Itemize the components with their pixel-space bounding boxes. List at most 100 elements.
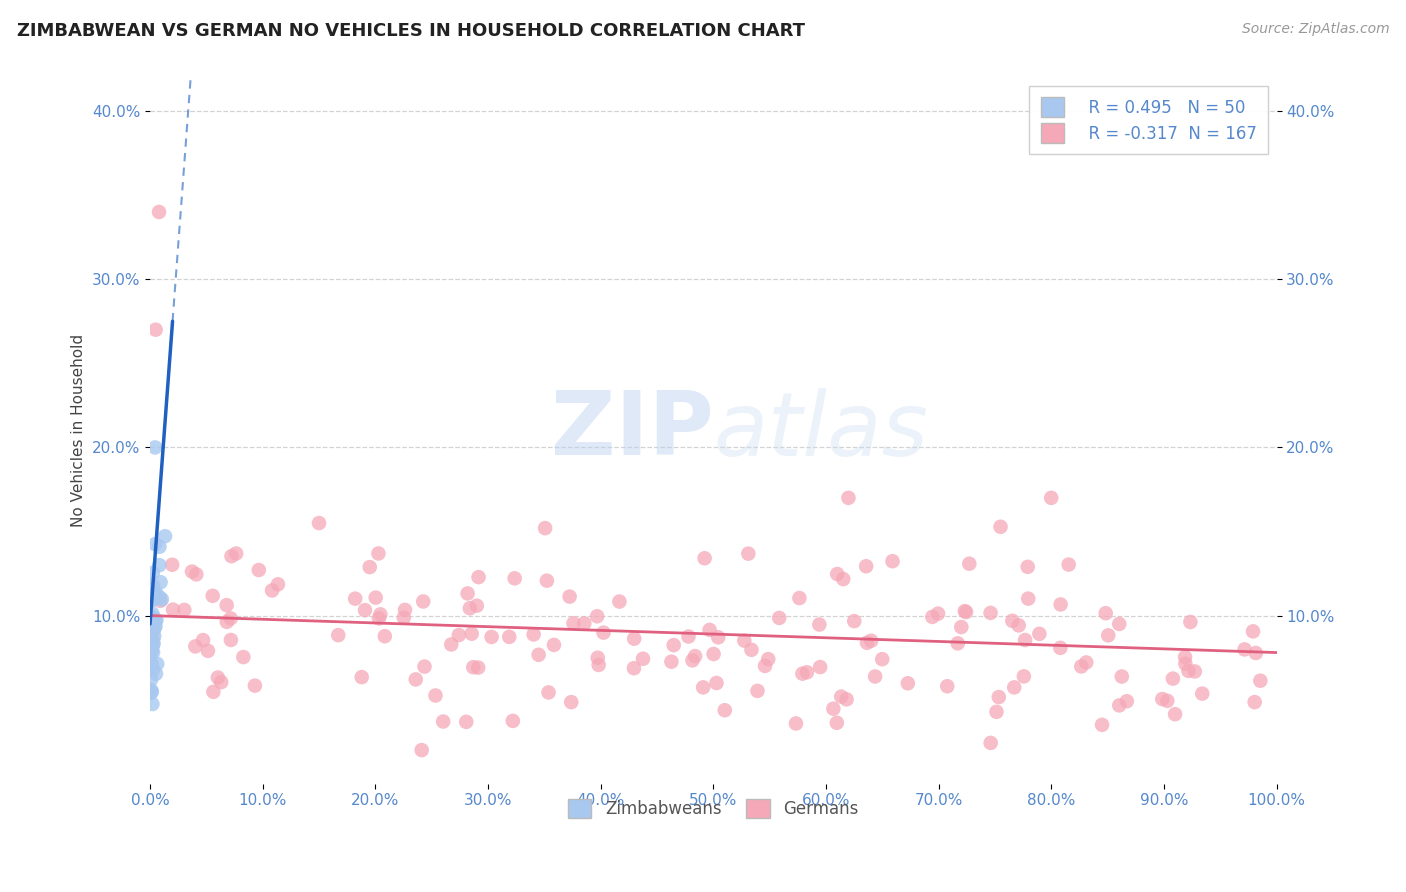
Point	[837, 491, 859, 505]
Point	[792, 666, 814, 681]
Point	[1111, 669, 1133, 683]
Point	[142, 622, 165, 636]
Point	[139, 640, 162, 655]
Point	[1012, 669, 1035, 683]
Point	[796, 665, 818, 680]
Point	[1057, 558, 1080, 572]
Point	[1161, 672, 1184, 686]
Point	[1241, 624, 1264, 639]
Point	[706, 676, 728, 690]
Point	[447, 628, 470, 642]
Point	[367, 611, 389, 625]
Point	[950, 620, 973, 634]
Point	[215, 598, 238, 612]
Point	[143, 591, 166, 605]
Point	[143, 629, 166, 643]
Point	[463, 660, 485, 674]
Point	[432, 714, 454, 729]
Point	[856, 636, 879, 650]
Point	[141, 625, 163, 640]
Point	[662, 638, 685, 652]
Point	[1017, 591, 1039, 606]
Point	[1040, 491, 1063, 505]
Point	[202, 685, 225, 699]
Point	[754, 659, 776, 673]
Point	[232, 650, 254, 665]
Point	[588, 657, 610, 672]
Point	[267, 577, 290, 591]
Point	[142, 632, 165, 646]
Point	[139, 593, 162, 607]
Point	[148, 205, 170, 219]
Point	[661, 655, 683, 669]
Point	[823, 701, 845, 715]
Text: ZIP: ZIP	[551, 387, 713, 474]
Point	[162, 602, 184, 616]
Point	[1049, 640, 1071, 655]
Point	[953, 604, 976, 618]
Point	[145, 619, 167, 633]
Point	[897, 676, 920, 690]
Point	[592, 625, 614, 640]
Point	[1164, 707, 1187, 722]
Point	[467, 570, 489, 584]
Point	[219, 632, 242, 647]
Point	[143, 613, 166, 627]
Point	[703, 647, 725, 661]
Point	[987, 690, 1010, 704]
Point	[139, 683, 162, 698]
Point	[139, 645, 162, 659]
Point	[142, 636, 165, 650]
Point	[1049, 598, 1071, 612]
Point	[543, 638, 565, 652]
Point	[1243, 695, 1265, 709]
Point	[921, 610, 943, 624]
Point	[955, 605, 977, 619]
Point	[678, 630, 700, 644]
Point	[225, 547, 247, 561]
Point	[467, 660, 489, 674]
Point	[173, 603, 195, 617]
Point	[1028, 627, 1050, 641]
Point	[737, 547, 759, 561]
Point	[350, 670, 373, 684]
Point	[425, 689, 447, 703]
Point	[481, 630, 503, 644]
Point	[207, 671, 229, 685]
Point	[980, 736, 1002, 750]
Point	[153, 529, 176, 543]
Point	[186, 567, 208, 582]
Point	[825, 567, 848, 582]
Point	[870, 652, 893, 666]
Point	[682, 653, 704, 667]
Point	[215, 615, 238, 629]
Point	[149, 594, 172, 608]
Point	[1177, 664, 1199, 678]
Point	[1108, 698, 1130, 713]
Point	[586, 650, 609, 665]
Point	[142, 578, 165, 592]
Point	[990, 520, 1012, 534]
Point	[141, 581, 163, 595]
Point	[440, 637, 463, 651]
Point	[148, 590, 170, 604]
Point	[139, 632, 162, 646]
Point	[308, 516, 330, 530]
Point	[1091, 718, 1114, 732]
Point	[855, 559, 877, 574]
Point	[141, 638, 163, 652]
Point	[1070, 659, 1092, 673]
Point	[558, 590, 581, 604]
Point	[835, 692, 858, 706]
Point	[523, 627, 546, 641]
Point	[141, 643, 163, 657]
Point	[1174, 657, 1197, 671]
Point	[713, 703, 735, 717]
Text: Source: ZipAtlas.com: Source: ZipAtlas.com	[1241, 22, 1389, 37]
Point	[141, 583, 163, 598]
Point	[359, 560, 381, 574]
Point	[1076, 656, 1098, 670]
Point	[756, 652, 779, 666]
Point	[219, 611, 242, 625]
Point	[574, 616, 596, 631]
